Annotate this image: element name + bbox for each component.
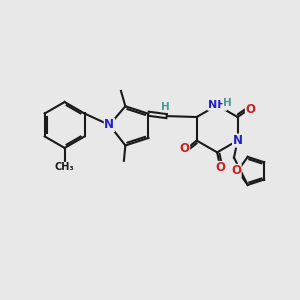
Text: H: H <box>223 98 232 108</box>
Text: O: O <box>231 164 241 177</box>
Text: O: O <box>180 142 190 155</box>
Text: O: O <box>245 103 256 116</box>
Text: N: N <box>104 118 114 131</box>
Text: NH: NH <box>208 100 226 110</box>
Text: O: O <box>215 161 225 175</box>
Text: H: H <box>161 102 170 112</box>
Text: N: N <box>232 134 242 147</box>
Text: CH₃: CH₃ <box>55 162 74 172</box>
